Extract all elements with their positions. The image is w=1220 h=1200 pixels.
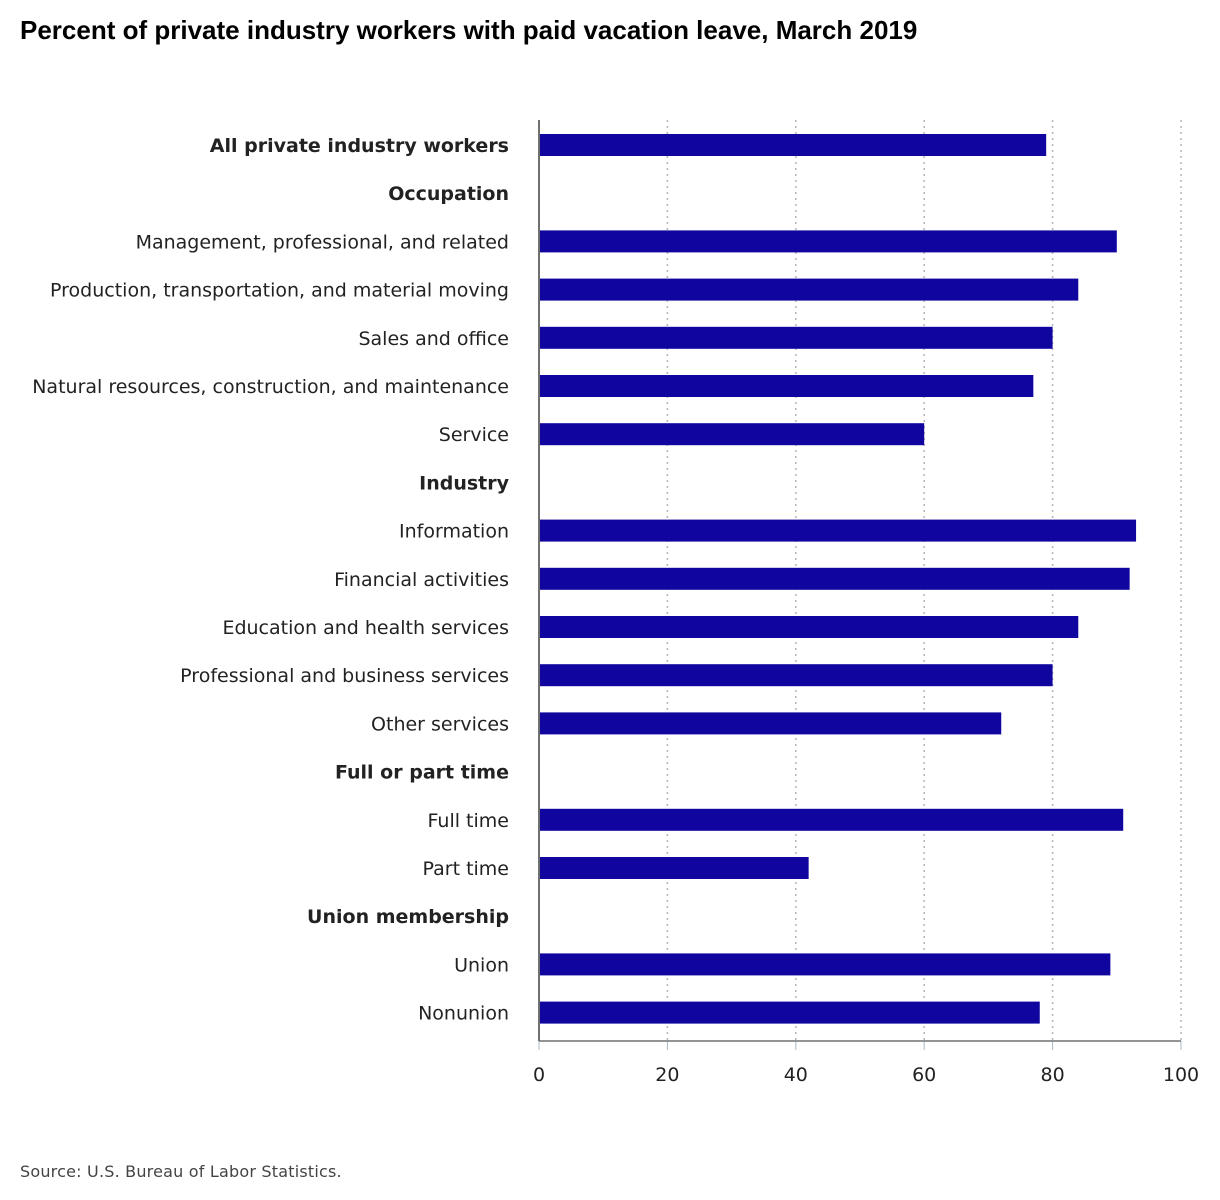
category-label: Financial activities <box>334 569 509 591</box>
category-label: Natural resources, construction, and mai… <box>32 376 509 398</box>
x-tick-label: 100 <box>1163 1064 1199 1086</box>
bar[interactable] <box>539 664 1053 687</box>
category-label: Part time <box>423 858 509 880</box>
category-label: Full time <box>428 810 509 832</box>
chart-title: Percent of private industry workers with… <box>20 15 918 45</box>
bar[interactable] <box>539 326 1053 349</box>
category-label: Service <box>439 424 509 446</box>
bar[interactable] <box>539 808 1124 831</box>
source-note: Source: U.S. Bureau of Labor Statistics. <box>20 1162 342 1181</box>
bar[interactable] <box>539 953 1111 976</box>
bar[interactable] <box>539 712 1002 735</box>
category-label: Sales and office <box>358 328 509 350</box>
x-tick-label: 0 <box>533 1064 545 1086</box>
category-label: Nonunion <box>418 1003 509 1025</box>
bar[interactable] <box>539 857 809 879</box>
bar-chart: 0 20 40 60 80 100 All private industry worker… <box>32 120 1199 1086</box>
group-header-label: Full or part time <box>335 762 509 784</box>
category-labels: All private industry workers Occupation Ma… <box>32 135 509 1025</box>
bar[interactable] <box>539 423 925 446</box>
x-tick-label: 80 <box>1041 1064 1065 1086</box>
bar[interactable] <box>539 1001 1040 1024</box>
category-label: All private industry workers <box>210 135 509 157</box>
category-label: Production, transportation, and material… <box>50 280 509 302</box>
bar[interactable] <box>539 134 1047 156</box>
group-header-label: Industry <box>419 472 509 494</box>
category-label: Information <box>399 521 509 543</box>
bar[interactable] <box>539 230 1117 253</box>
x-tick-label: 20 <box>655 1064 679 1086</box>
category-label: Union <box>454 954 509 976</box>
category-label: Management, professional, and related <box>136 231 509 253</box>
bar[interactable] <box>539 616 1079 638</box>
axes: 0 20 40 60 80 100 <box>533 120 1199 1086</box>
bars <box>539 134 1137 1024</box>
group-header-label: Union membership <box>307 906 509 928</box>
bar[interactable] <box>539 375 1034 397</box>
bar[interactable] <box>539 278 1079 301</box>
category-label: Other services <box>371 713 509 735</box>
bar[interactable] <box>539 519 1137 542</box>
group-header-label: Occupation <box>388 183 509 205</box>
category-label: Professional and business services <box>180 665 509 687</box>
category-label: Education and health services <box>222 617 509 639</box>
x-tick-label: 60 <box>912 1064 936 1086</box>
x-tick-label: 40 <box>784 1064 808 1086</box>
bar[interactable] <box>539 567 1130 590</box>
